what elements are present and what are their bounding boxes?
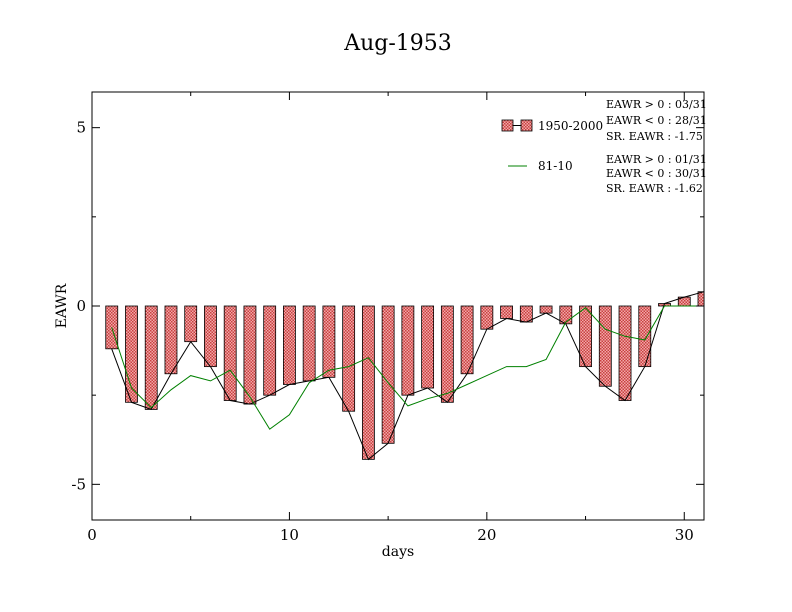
bar-day-12 xyxy=(322,305,336,378)
chart-title: Aug-1953 xyxy=(343,31,452,56)
legend-swatch-bar-right xyxy=(520,119,533,132)
bar-day-16 xyxy=(401,305,415,396)
y-tick-label: 5 xyxy=(76,119,86,137)
x-tick-label: 10 xyxy=(280,526,299,544)
axis-tick-labels: 0 10 20 30 -5 0 5 xyxy=(71,119,693,544)
bar-day-8 xyxy=(243,305,257,405)
bar-day-7 xyxy=(223,305,237,401)
bar-day-5 xyxy=(184,305,198,343)
bar-day-20 xyxy=(480,305,494,330)
legend-stat-1-positive: EAWR > 0 : 03/31 xyxy=(606,98,707,111)
bar-day-10 xyxy=(283,305,296,385)
legend-stat-2-negative: EAWR < 0 : 30/31 xyxy=(606,167,707,180)
bar-day-9 xyxy=(263,305,277,396)
legend-stat-2-positive: EAWR > 0 : 01/31 xyxy=(606,153,707,166)
legend-swatch-bar-left xyxy=(501,119,514,132)
x-axis-label: days xyxy=(382,544,414,560)
legend-label-81-10: 81-10 xyxy=(538,159,573,173)
bar-day-21 xyxy=(500,305,513,319)
y-tick-label: -5 xyxy=(71,475,86,493)
bar-day-13 xyxy=(342,305,356,412)
y-axis-label: EAWR xyxy=(54,283,70,328)
legend-stat-1-negative: EAWR < 0 : 28/31 xyxy=(606,114,707,127)
x-tick-label: 30 xyxy=(675,526,694,544)
bar-day-3 xyxy=(144,305,158,410)
bar-day-28 xyxy=(638,305,652,368)
bar-day-6 xyxy=(204,305,217,368)
legend-stat-2-sr: SR. EAWR : -1.62 xyxy=(606,182,703,195)
bar-day-31 xyxy=(697,291,705,307)
legend: 1950-2000 EAWR > 0 : 03/31 EAWR < 0 : 28… xyxy=(501,98,707,195)
bar-day-14 xyxy=(361,305,375,460)
bar-day-27 xyxy=(618,305,632,401)
legend-stat-1-sr: SR. EAWR : -1.75 xyxy=(606,130,703,143)
x-tick-label: 20 xyxy=(477,526,496,544)
bar-day-11 xyxy=(302,305,316,382)
bar-day-26 xyxy=(598,305,612,387)
legend-label-1950-2000: 1950-2000 xyxy=(538,119,603,133)
bar-day-4 xyxy=(164,305,178,375)
y-tick-label: 0 xyxy=(76,297,86,315)
bar-day-17 xyxy=(421,305,435,389)
bar-day-23 xyxy=(539,305,553,314)
bar-series-1950-2000 xyxy=(105,291,705,460)
line-layer xyxy=(111,291,705,461)
x-tick-label: 0 xyxy=(87,526,97,544)
bar-day-18 xyxy=(440,305,454,403)
axis-ticks xyxy=(91,92,704,520)
bar-day-15 xyxy=(381,305,395,444)
line-series-81-10 xyxy=(111,305,704,430)
line-series-1950-2000 xyxy=(111,291,705,461)
